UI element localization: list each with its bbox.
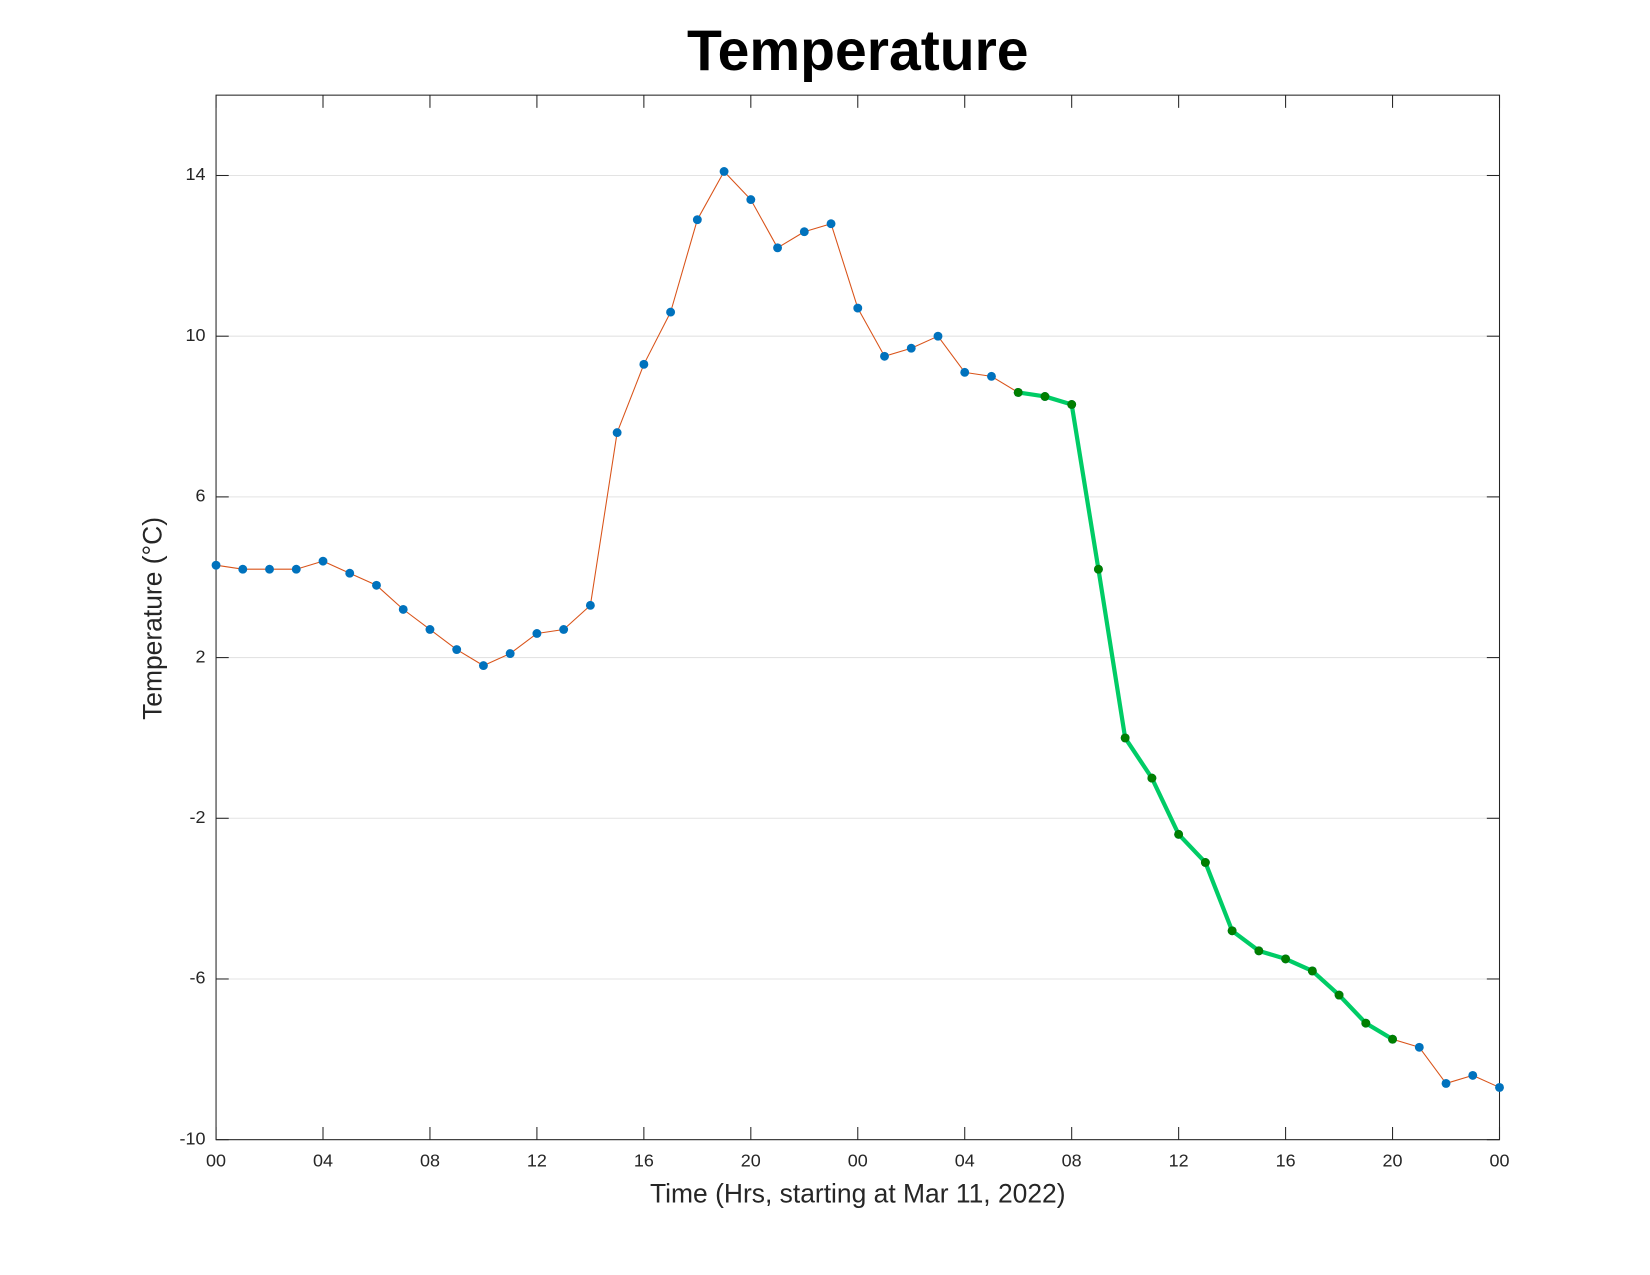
data-point <box>345 568 355 578</box>
data-point <box>1147 773 1157 783</box>
y-tick-label: -10 <box>179 1128 205 1148</box>
x-tick-label: 12 <box>527 1151 547 1171</box>
data-point <box>906 343 916 353</box>
x-tick-label: 16 <box>634 1151 654 1171</box>
data-point <box>1040 392 1050 401</box>
data-point <box>425 625 435 634</box>
x-tick-label: 04 <box>955 1151 975 1171</box>
x-tick-label: 20 <box>741 1151 761 1171</box>
x-tick-label: 08 <box>1062 1151 1082 1171</box>
data-point <box>853 303 863 313</box>
data-point <box>559 625 569 634</box>
data-point <box>1013 387 1023 397</box>
data-point <box>372 580 381 590</box>
data-point <box>505 649 515 659</box>
x-tick-label: 08 <box>420 1151 440 1171</box>
data-point <box>1334 990 1344 1000</box>
y-tick-label: 6 <box>195 486 205 506</box>
data-point <box>1093 564 1103 574</box>
data-point <box>1281 954 1291 964</box>
data-point <box>1414 1042 1424 1052</box>
data-point <box>291 564 301 574</box>
data-point <box>826 219 836 229</box>
x-axis-label: Time (Hrs, starting at Mar 11, 2022) <box>650 1179 1066 1209</box>
y-tick-label: -6 <box>189 968 205 988</box>
data-point <box>987 371 996 381</box>
data-point <box>746 195 756 205</box>
data-point <box>211 560 221 570</box>
data-point <box>1227 926 1237 936</box>
data-point <box>1307 966 1317 976</box>
data-point <box>1361 1018 1371 1028</box>
data-point <box>1441 1078 1451 1088</box>
x-tick-label: 00 <box>1490 1151 1510 1171</box>
data-point <box>666 307 676 317</box>
y-tick-label: 10 <box>185 325 205 345</box>
y-axis-label: Temperature (°C) <box>138 517 168 720</box>
data-point <box>238 564 248 574</box>
data-point <box>452 645 462 654</box>
y-tick-label: -2 <box>189 807 205 827</box>
data-point <box>639 359 649 369</box>
x-tick-label: 16 <box>1276 1151 1296 1171</box>
data-point <box>719 167 729 176</box>
data-point <box>773 243 782 253</box>
chart-title: Temperature <box>687 19 1029 83</box>
data-point <box>478 661 488 671</box>
data-point <box>1254 946 1264 956</box>
data-point <box>692 215 702 225</box>
data-point <box>1388 1034 1397 1044</box>
plot-frame <box>215 94 1501 1141</box>
data-point <box>585 600 595 610</box>
data-point <box>1468 1070 1478 1080</box>
data-point <box>880 351 889 361</box>
data-point <box>612 428 622 438</box>
data-point <box>799 227 809 237</box>
x-tick-label: 20 <box>1383 1151 1403 1171</box>
x-tick-label: 00 <box>848 1151 868 1171</box>
x-tick-label: 12 <box>1169 1151 1189 1171</box>
x-tick-label: 00 <box>206 1151 226 1171</box>
data-point <box>398 604 408 614</box>
data-point <box>960 367 970 377</box>
data-point <box>1495 1083 1504 1092</box>
data-point <box>1174 829 1184 839</box>
data-point <box>1200 858 1210 867</box>
data-point <box>318 556 328 566</box>
data-point <box>265 564 274 574</box>
data-point <box>532 629 542 638</box>
x-tick-label: 04 <box>313 1151 333 1171</box>
y-tick-label: 14 <box>185 164 205 184</box>
y-tick-label: 2 <box>195 646 205 666</box>
data-point <box>1120 733 1130 743</box>
data-point <box>933 331 943 341</box>
data-point <box>1067 400 1077 409</box>
